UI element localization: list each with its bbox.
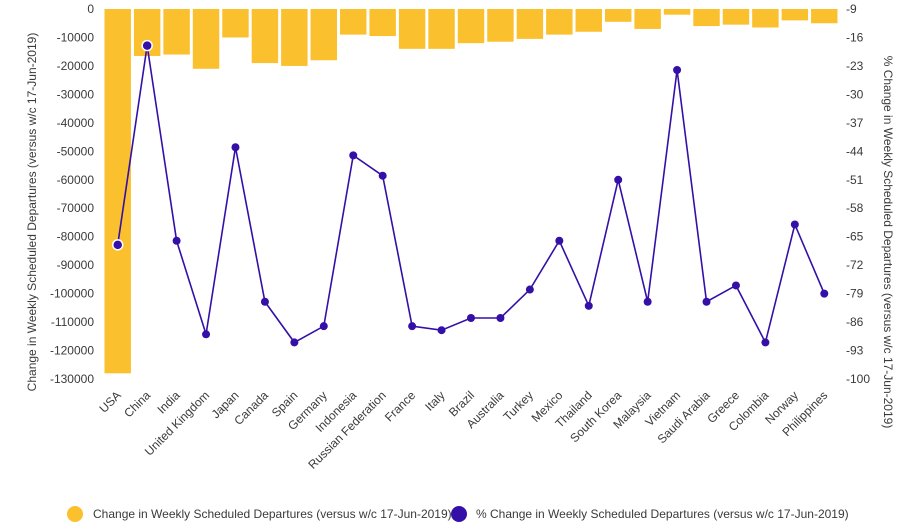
point-italy — [437, 326, 446, 335]
point-usa — [111, 239, 124, 251]
right-tick-label: -79 — [846, 287, 864, 301]
left-tick-label: -60000 — [57, 173, 95, 187]
bar-brazil — [457, 9, 485, 44]
left-tick-label: 0 — [87, 2, 94, 16]
left-tick-label: -40000 — [57, 116, 95, 130]
bar-japan — [222, 9, 249, 38]
point-turkey — [525, 285, 534, 294]
point-south-korea — [614, 175, 623, 184]
point-india — [172, 236, 181, 245]
right-tick-label: -86 — [846, 315, 864, 329]
bar-saudi-arabia — [693, 9, 720, 27]
point-united-kingdom — [202, 330, 211, 339]
bars-group — [104, 9, 838, 374]
left-tick-label: -90000 — [57, 258, 95, 272]
legend-bar-label: Change in Weekly Scheduled Departures (v… — [93, 507, 452, 521]
left-tick-label: -70000 — [57, 201, 95, 215]
bar-turkey — [516, 9, 544, 39]
x-tick-label: Italy — [422, 388, 447, 413]
legend-line-marker — [451, 506, 467, 522]
point-brazil — [467, 314, 475, 323]
point-vietnam — [673, 65, 682, 74]
point-greece — [731, 281, 740, 290]
bar-thailand — [575, 9, 602, 32]
right-tick-label: -23 — [846, 59, 864, 73]
bar-usa — [104, 9, 131, 374]
left-tick-label: -10000 — [57, 30, 95, 44]
legend-bar-marker — [67, 506, 83, 522]
bar-greece — [722, 9, 750, 25]
x-tick-label: USA — [96, 388, 123, 415]
left-tick-label: -20000 — [57, 59, 95, 73]
right-axis-ticks: -9 -16 -23 -30 -37 -44 -51 -58 -65 -72 -79 -86 -93 -1… — [846, 2, 870, 386]
bar-vietnam — [663, 9, 691, 15]
point-indonesia — [349, 151, 358, 160]
right-axis-title: % Change in Weekly Scheduled Departures … — [881, 56, 895, 429]
bar-united-kingdom — [192, 9, 220, 69]
line-group — [111, 39, 829, 347]
bar-south-korea — [604, 9, 632, 22]
left-axis-title: Change in Weekly Scheduled Departures (v… — [25, 33, 39, 392]
point-russian-federation — [378, 171, 387, 180]
point-spain — [290, 338, 299, 347]
right-tick-label: -16 — [846, 30, 864, 44]
point-philippines — [820, 289, 829, 298]
right-tick-label: -44 — [846, 144, 864, 158]
bar-mexico — [546, 9, 573, 35]
right-tick-label: -93 — [846, 344, 864, 358]
left-tick-label: -80000 — [57, 230, 95, 244]
point-japan — [231, 143, 240, 152]
bar-canada — [251, 9, 279, 64]
bar-malaysia — [634, 9, 661, 29]
bar-spain — [281, 9, 308, 66]
pct-change-line — [116, 45, 826, 345]
bar-india — [163, 9, 190, 55]
left-tick-label: -100000 — [50, 287, 94, 301]
bar-australia — [487, 9, 514, 42]
point-france — [408, 322, 417, 331]
point-china — [141, 39, 153, 52]
point-malaysia — [643, 297, 652, 306]
bar-italy — [428, 9, 455, 49]
point-canada — [260, 297, 269, 306]
left-tick-label: -120000 — [50, 344, 94, 358]
bar-russian-federation — [369, 9, 396, 37]
point-thailand — [584, 301, 593, 310]
bar-germany — [310, 9, 338, 61]
point-germany — [319, 322, 328, 331]
point-colombia — [761, 338, 770, 347]
left-tick-label: -30000 — [57, 87, 95, 101]
right-tick-label: -65 — [846, 230, 864, 244]
point-saudi-arabia — [702, 297, 711, 306]
x-tick-label: France — [382, 388, 419, 425]
bar-france — [398, 9, 426, 49]
point-australia — [496, 314, 505, 323]
right-tick-label: -9 — [846, 2, 857, 16]
right-tick-label: -100 — [846, 372, 870, 386]
right-tick-label: -72 — [846, 258, 864, 272]
right-tick-label: -30 — [846, 87, 864, 101]
bar-colombia — [752, 9, 779, 28]
legend: Change in Weekly Scheduled Departures (v… — [67, 506, 849, 522]
bar-philippines — [811, 9, 838, 24]
x-tick-label: China — [121, 388, 153, 420]
bar-norway — [781, 9, 809, 21]
point-norway — [790, 220, 799, 229]
bar-indonesia — [340, 9, 367, 35]
right-tick-label: -58 — [846, 201, 864, 215]
left-tick-label: -110000 — [51, 315, 94, 329]
legend-line-label: % Change in Weekly Scheduled Departures … — [476, 507, 849, 521]
right-tick-label: -51 — [846, 173, 864, 187]
point-mexico — [555, 236, 564, 245]
right-tick-label: -37 — [846, 116, 864, 130]
left-axis-ticks: 0 -10000 -20000 -30000 -40000 -50000 -60000 -70… — [50, 2, 94, 386]
left-tick-label: -50000 — [57, 144, 95, 158]
left-tick-label: -130000 — [50, 372, 94, 386]
